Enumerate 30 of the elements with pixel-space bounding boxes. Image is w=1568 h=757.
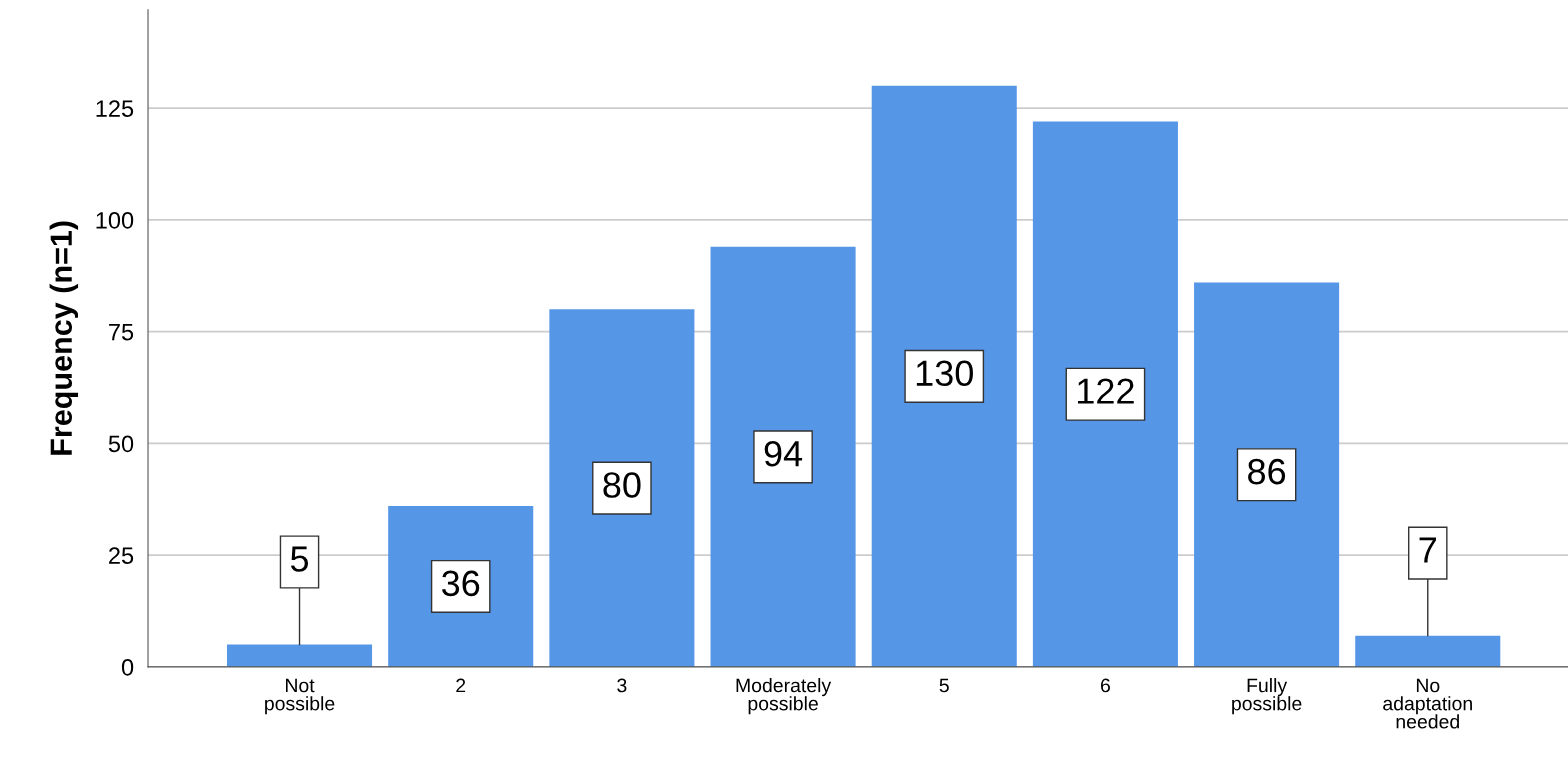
x-tick-label: Fully possible	[1232, 678, 1302, 715]
bar	[1355, 635, 1501, 667]
x-tick-label: Not possible	[265, 678, 335, 715]
y-tick-label: 75	[109, 323, 134, 341]
data-label: 86	[1248, 458, 1286, 485]
data-label: 122	[1078, 378, 1134, 404]
data-label: 130	[916, 360, 973, 387]
x-tick-label: 5	[939, 678, 949, 693]
x-tick-label: No adaptation needed	[1383, 678, 1472, 729]
y-axis-title: Frequency (n=1)	[49, 221, 79, 455]
data-label: 94	[764, 440, 803, 467]
y-tick-label: 50	[108, 435, 134, 453]
data-label: 5	[290, 546, 309, 572]
bar	[1194, 282, 1340, 667]
y-tick-label: 100	[96, 211, 134, 229]
x-tick-label: 6	[1101, 678, 1110, 693]
y-tick-label: 125	[96, 100, 134, 117]
bar	[227, 644, 373, 667]
bar	[710, 246, 856, 667]
x-tick-label: 3	[617, 678, 627, 693]
bar	[549, 309, 695, 667]
data-label: 7	[1419, 537, 1436, 563]
bar	[871, 85, 1017, 667]
y-tick-label: 0	[121, 658, 134, 676]
x-tick-label: Moderately possible	[736, 678, 832, 715]
data-label: 36	[442, 570, 480, 597]
y-tick-label: 25	[109, 547, 134, 564]
data-label: 80	[603, 472, 641, 498]
x-tick-label: 2	[456, 678, 466, 693]
bar	[1032, 121, 1178, 667]
